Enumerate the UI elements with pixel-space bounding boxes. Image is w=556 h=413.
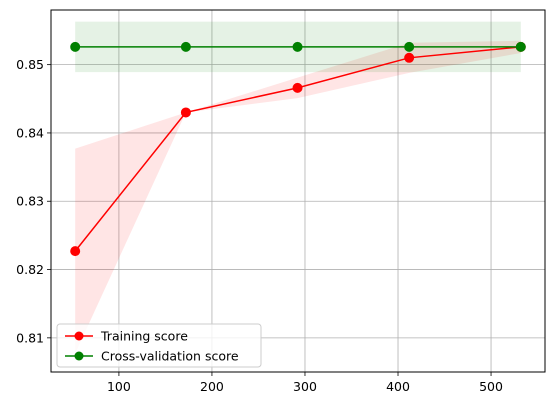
point-series-1-0 xyxy=(70,41,81,52)
legend-marker-1 xyxy=(74,351,84,361)
legend-label-1: Cross-validation score xyxy=(101,349,239,364)
x-tick-label-0: 100 xyxy=(107,379,131,394)
y-tick-label-0: 0.81 xyxy=(16,330,44,345)
legend-marker-0 xyxy=(74,331,84,341)
y-tick-label-1: 0.82 xyxy=(16,262,44,277)
point-series-1-1 xyxy=(180,41,191,52)
point-series-0-0 xyxy=(70,246,81,257)
plot-frame xyxy=(50,9,546,373)
point-series-0-3 xyxy=(404,52,415,63)
y-tick-label-2: 0.83 xyxy=(16,194,44,209)
point-series-0-1 xyxy=(180,107,191,118)
x-tick-label-4: 500 xyxy=(479,379,503,394)
legend: Training score Cross-validation score xyxy=(56,323,262,368)
axis-ticks: 100 200 300 400 500 0.81 0.82 0.83 0.84 0.85 xyxy=(16,57,503,394)
point-series-0-2 xyxy=(292,82,303,93)
y-tick-label-3: 0.84 xyxy=(16,125,44,140)
legend-box xyxy=(56,323,262,368)
confidence-bands xyxy=(75,21,521,354)
x-tick-label-2: 300 xyxy=(293,379,317,394)
x-tick-label-3: 400 xyxy=(386,379,410,394)
y-tick-label-4: 0.85 xyxy=(16,57,44,72)
legend-label-0: Training score xyxy=(100,329,188,344)
series-markers xyxy=(70,41,526,257)
point-series-1-2 xyxy=(292,41,303,52)
point-series-1-4 xyxy=(515,41,526,52)
point-series-1-3 xyxy=(404,41,415,52)
x-tick-label-1: 200 xyxy=(200,379,224,394)
